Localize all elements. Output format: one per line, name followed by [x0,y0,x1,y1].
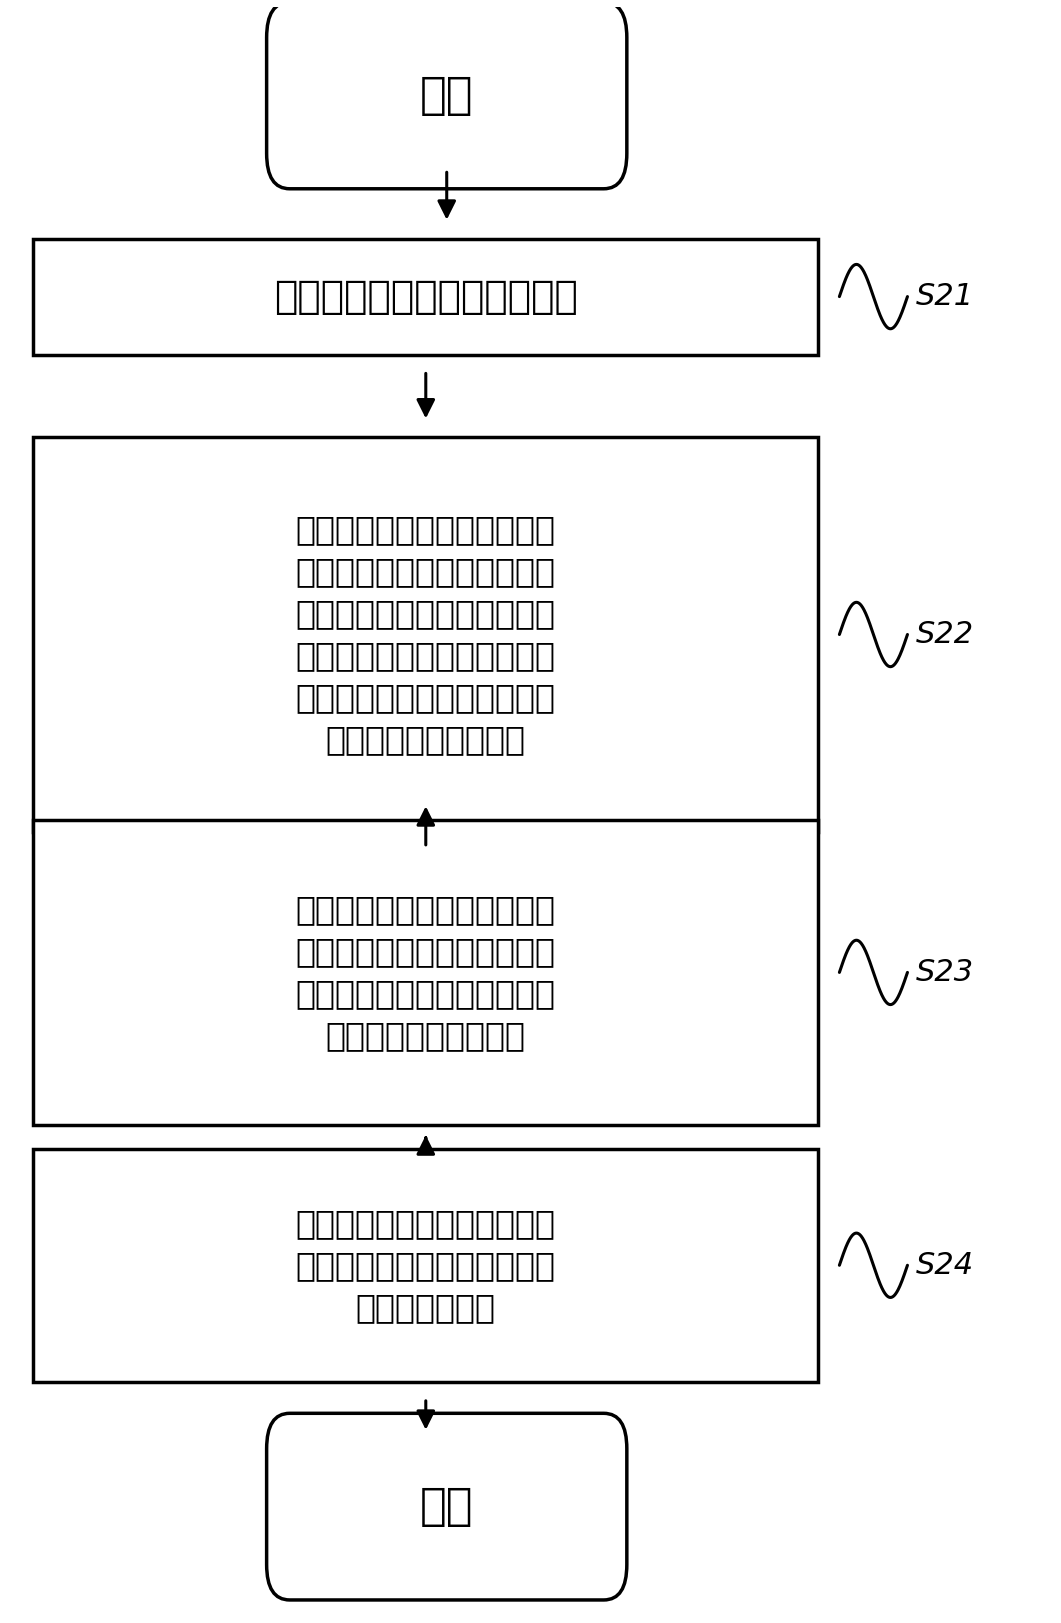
FancyBboxPatch shape [266,2,627,188]
Text: 开始: 开始 [420,75,473,117]
FancyBboxPatch shape [33,239,818,354]
Text: 获取液位计采集的第二液位值
，根据第一液位值和第二液位
值计算得到第二空腔在设定时
长内的第二液位变化值: 获取液位计采集的第二液位值 ，根据第一液位值和第二液位 值计算得到第二空腔在设定… [296,893,556,1052]
FancyBboxPatch shape [266,1414,627,1600]
Text: 结束: 结束 [420,1485,473,1529]
FancyBboxPatch shape [33,820,818,1125]
Text: 分别获取设置于第一进水阀、
第二进水阀和排水阀处的流量
传感器在设定时长内采集的冷
却水流量值，根据冷却水流量
值计算得到第二空腔在设定时
长内的第一液位变化值: 分别获取设置于第一进水阀、 第二进水阀和排水阀处的流量 传感器在设定时长内采集的… [296,513,556,756]
Text: S24: S24 [916,1251,974,1281]
FancyBboxPatch shape [33,1149,818,1381]
Text: 获取液位计采集的第一液位值: 获取液位计采集的第一液位值 [274,278,578,315]
Text: S21: S21 [916,282,974,312]
FancyBboxPatch shape [33,437,818,831]
Text: 在根据第一液位变化值和第二
液位变化值判断出液位计故障
时输出报警提示: 在根据第一液位变化值和第二 液位变化值判断出液位计故障 时输出报警提示 [296,1206,556,1324]
Text: S22: S22 [916,620,974,649]
Text: S23: S23 [916,958,974,987]
